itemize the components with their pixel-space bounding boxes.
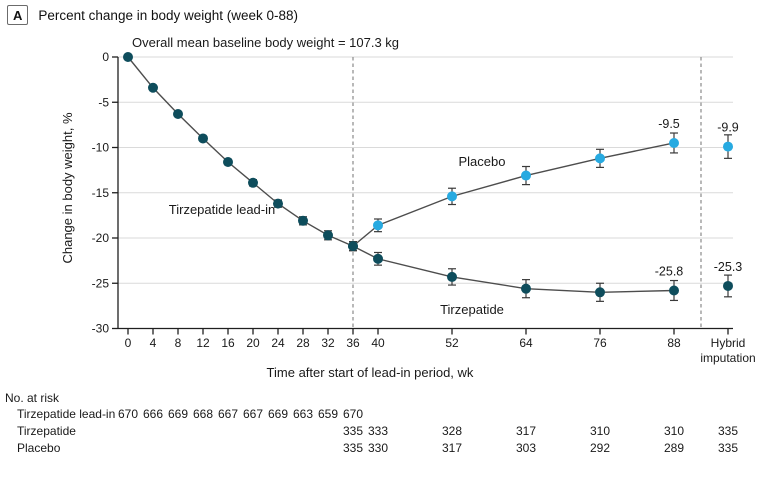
data-point-tirzepatide-wk52: [447, 271, 457, 282]
data-point-placebo-wkhybrid: [723, 141, 733, 152]
risk-count: 310: [664, 424, 684, 438]
data-point-leadin-wk8: [173, 109, 183, 120]
y-tick-label: -15: [92, 186, 110, 200]
figure-header: A Percent change in body weight (week 0-…: [7, 5, 298, 25]
value-label-tirzepatide-hybrid: -25.3: [714, 260, 743, 274]
panel-title: Percent change in body weight (week 0-88…: [38, 7, 299, 23]
x-tick-label: 76: [593, 336, 607, 350]
placebo-line: [352, 142, 675, 247]
x-tick-label: 24: [271, 336, 285, 350]
risk-count: 310: [590, 424, 610, 438]
risk-count: 292: [590, 441, 610, 455]
data-point-tirzepatide-wk76: [595, 287, 605, 298]
x-tick-label: 4: [150, 336, 157, 350]
risk-count: 335: [718, 424, 738, 438]
x-tick-label: 40: [371, 336, 385, 350]
y-tick-label: -20: [92, 231, 110, 245]
x-tick-label-hybrid-1: Hybrid: [711, 336, 746, 350]
y-tick-label: 0: [102, 50, 109, 64]
risk-count: 317: [516, 424, 536, 438]
risk-row-label-tirzepatide: Tirzepatide: [17, 424, 76, 438]
data-point-leadin-wk12: [198, 133, 208, 144]
data-point-tirzepatide-wk88: [669, 285, 679, 296]
x-axis-title: Time after start of lead-in period, wk: [267, 365, 474, 380]
risk-count: 303: [516, 441, 536, 455]
data-point-placebo-wk76: [595, 153, 605, 164]
data-point-placebo-wk88: [669, 137, 679, 148]
risk-count: 668: [193, 407, 213, 421]
data-point-leadin-wk0: [123, 52, 133, 62]
risk-count: 335: [718, 441, 738, 455]
risk-count: 335: [343, 441, 363, 455]
value-label-tirzepatide-wk88: -25.8: [655, 264, 684, 278]
risk-count: 289: [664, 441, 684, 455]
risk-count: 667: [243, 407, 263, 421]
y-tick-label: -30: [92, 322, 110, 336]
risk-count: 666: [143, 407, 163, 421]
risk-count: 663: [293, 407, 313, 421]
x-tick-label: 16: [221, 336, 235, 350]
x-tick-label: 36: [346, 336, 360, 350]
chart-generated-layer: 0 -5 -10 -15 -20 -25 -30 0 4 8 12 16 20 24 28 32 36 40 52 6…: [92, 50, 756, 455]
risk-table-title: No. at risk: [5, 391, 60, 405]
x-tick-label: 12: [196, 336, 210, 350]
data-point-placebo-wk40: [373, 220, 383, 231]
data-point-tirzepatide-wkhybrid: [723, 280, 733, 291]
data-point-placebo-wk64: [521, 170, 531, 181]
risk-count: 669: [268, 407, 288, 421]
y-axis-title: Change in body weight, %: [60, 112, 75, 263]
data-point-leadin-wk20: [248, 177, 258, 188]
data-point-tirzepatide-wk36: [348, 241, 358, 252]
value-label-placebo-wk88: -9.5: [658, 117, 680, 131]
risk-count: 669: [168, 407, 188, 421]
leadin-series-label: Tirzepatide lead-in: [169, 202, 275, 217]
tirzepatide-line: [352, 245, 675, 294]
data-point-leadin-wk32: [323, 230, 333, 241]
x-tick-label: 20: [246, 336, 260, 350]
x-tick-label: 52: [445, 336, 459, 350]
placebo-series-label: Placebo: [459, 154, 506, 169]
risk-row-label-placebo: Placebo: [17, 441, 61, 455]
risk-row-label-leadin: Tirzepatide lead-in: [17, 407, 115, 421]
risk-count: 670: [118, 407, 138, 421]
y-tick-label: -25: [92, 276, 110, 290]
x-tick-label: 28: [296, 336, 310, 350]
y-tick-label: -10: [92, 141, 110, 155]
risk-count: 670: [343, 407, 363, 421]
data-point-tirzepatide-wk64: [521, 283, 531, 294]
data-point-leadin-wk28: [298, 215, 308, 226]
data-point-placebo-wk52: [447, 191, 457, 202]
data-point-leadin-wk4: [148, 82, 158, 93]
risk-count: 328: [442, 424, 462, 438]
data-point-leadin-wk24: [273, 198, 283, 209]
baseline-annotation: Overall mean baseline body weight = 107.…: [132, 35, 399, 50]
risk-count: 330: [368, 441, 388, 455]
x-tick-label: 64: [519, 336, 533, 350]
leadin-line: [127, 56, 354, 247]
risk-count: 333: [368, 424, 388, 438]
data-point-tirzepatide-wk40: [373, 253, 383, 264]
x-tick-label: 88: [667, 336, 681, 350]
risk-count: 317: [442, 441, 462, 455]
risk-count: 659: [318, 407, 338, 421]
x-tick-label: 0: [125, 336, 132, 350]
tirzepatide-series-label: Tirzepatide: [440, 302, 504, 317]
x-tick-label: 8: [175, 336, 182, 350]
value-label-placebo-hybrid: -9.9: [717, 121, 739, 135]
data-point-leadin-wk16: [223, 156, 233, 167]
y-tick-label: -5: [98, 95, 109, 109]
risk-count: 667: [218, 407, 238, 421]
x-tick-label: 32: [321, 336, 335, 350]
x-tick-label-hybrid-2: imputation: [700, 351, 755, 365]
risk-count: 335: [343, 424, 363, 438]
panel-label-badge: A: [7, 5, 29, 25]
